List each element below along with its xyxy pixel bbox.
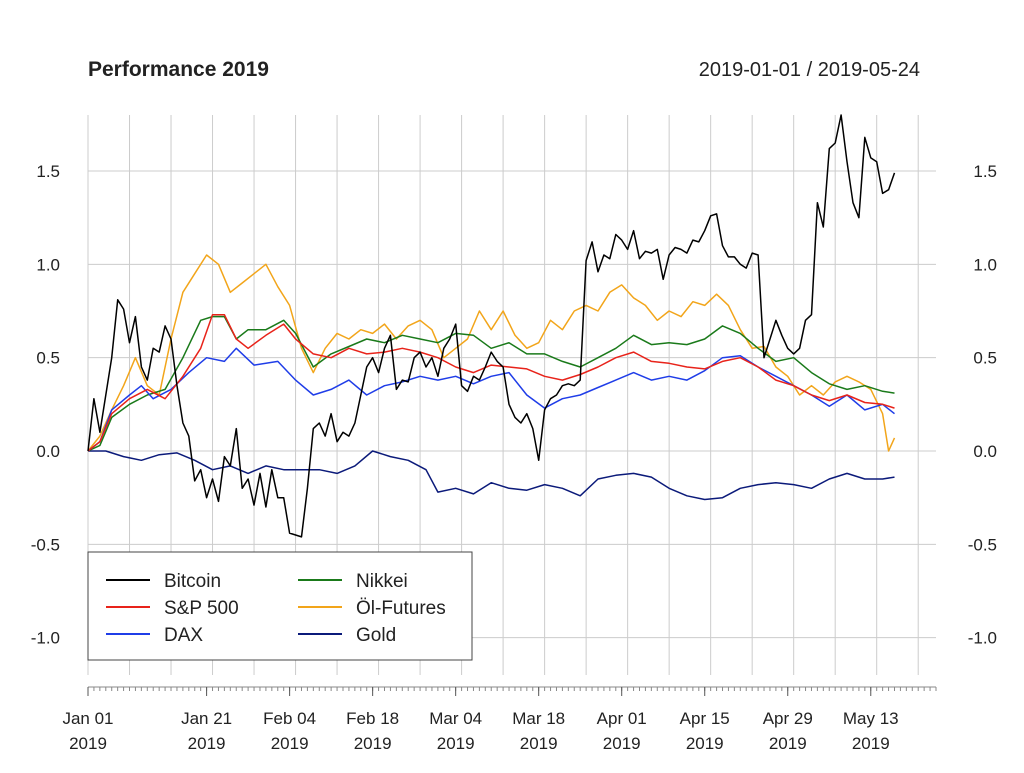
y-tick-label-right: -1.0 [968, 629, 997, 648]
x-tick-label-year: 2019 [271, 734, 309, 753]
x-tick-label-year: 2019 [354, 734, 392, 753]
x-tick-label: Mar 04 [429, 709, 482, 728]
x-tick-label-year: 2019 [437, 734, 475, 753]
legend-label: Gold [356, 625, 396, 646]
legend-label: Öl-Futures [356, 598, 446, 619]
legend-label: S&P 500 [164, 598, 239, 619]
series-line-bitcoin [87, 114, 896, 538]
x-tick-label: Mar 18 [512, 709, 565, 728]
y-tick-label-left: 1.0 [36, 255, 60, 274]
legend-label: DAX [164, 625, 203, 646]
x-tick-label-year: 2019 [603, 734, 641, 753]
legend: Bitcoin S&P 500 DAX Nikkei Öl-Futures Gold [87, 551, 473, 661]
legend-label: Bitcoin [164, 571, 221, 592]
x-tick-label: Apr 01 [597, 709, 647, 728]
y-tick-label-left: -1.0 [31, 629, 60, 648]
x-tick-label: Apr 15 [680, 709, 730, 728]
chart-subtitle: 2019-01-01 / 2019-05-24 [699, 59, 920, 81]
series-lines [87, 114, 896, 538]
x-tick-label-year: 2019 [69, 734, 107, 753]
y-tick-label-right: 0.5 [973, 349, 997, 368]
x-tick-label: Jan 01 [62, 709, 113, 728]
series-line-nikkei [87, 315, 895, 452]
x-tick-label: Jan 21 [181, 709, 232, 728]
x-tick-label-year: 2019 [520, 734, 558, 753]
legend-label: Nikkei [356, 571, 408, 592]
x-tick-label-year: 2019 [769, 734, 807, 753]
y-tick-label-left: -0.5 [31, 535, 60, 554]
y-tick-label-left: 0.0 [36, 442, 60, 461]
x-tick-label: May 13 [843, 709, 899, 728]
x-tick-label-year: 2019 [188, 734, 226, 753]
y-tick-label-left: 1.5 [36, 162, 60, 181]
legend-box [87, 551, 473, 661]
y-tick-label-left: 0.5 [36, 349, 60, 368]
x-tick-label: Feb 18 [346, 709, 399, 728]
axes: -1.0 -1.0 -0.5 -0.5 0.0 0.0 0.5 0.5 1.0 1.0 1.5 1.5… [31, 162, 997, 753]
x-tick-label-year: 2019 [686, 734, 724, 753]
series-line-gold [88, 450, 895, 501]
x-tick-label: Feb 04 [263, 709, 316, 728]
series-line-s-p-500 [87, 313, 895, 452]
x-tick-label-year: 2019 [852, 734, 890, 753]
y-tick-label-right: 0.0 [973, 442, 997, 461]
x-tick-label: Apr 29 [763, 709, 813, 728]
chart-title: Performance 2019 [88, 58, 269, 81]
y-tick-label-right: 1.0 [973, 255, 997, 274]
y-tick-label-right: -0.5 [968, 535, 997, 554]
y-tick-label-right: 1.5 [973, 162, 997, 181]
grid [87, 115, 936, 675]
